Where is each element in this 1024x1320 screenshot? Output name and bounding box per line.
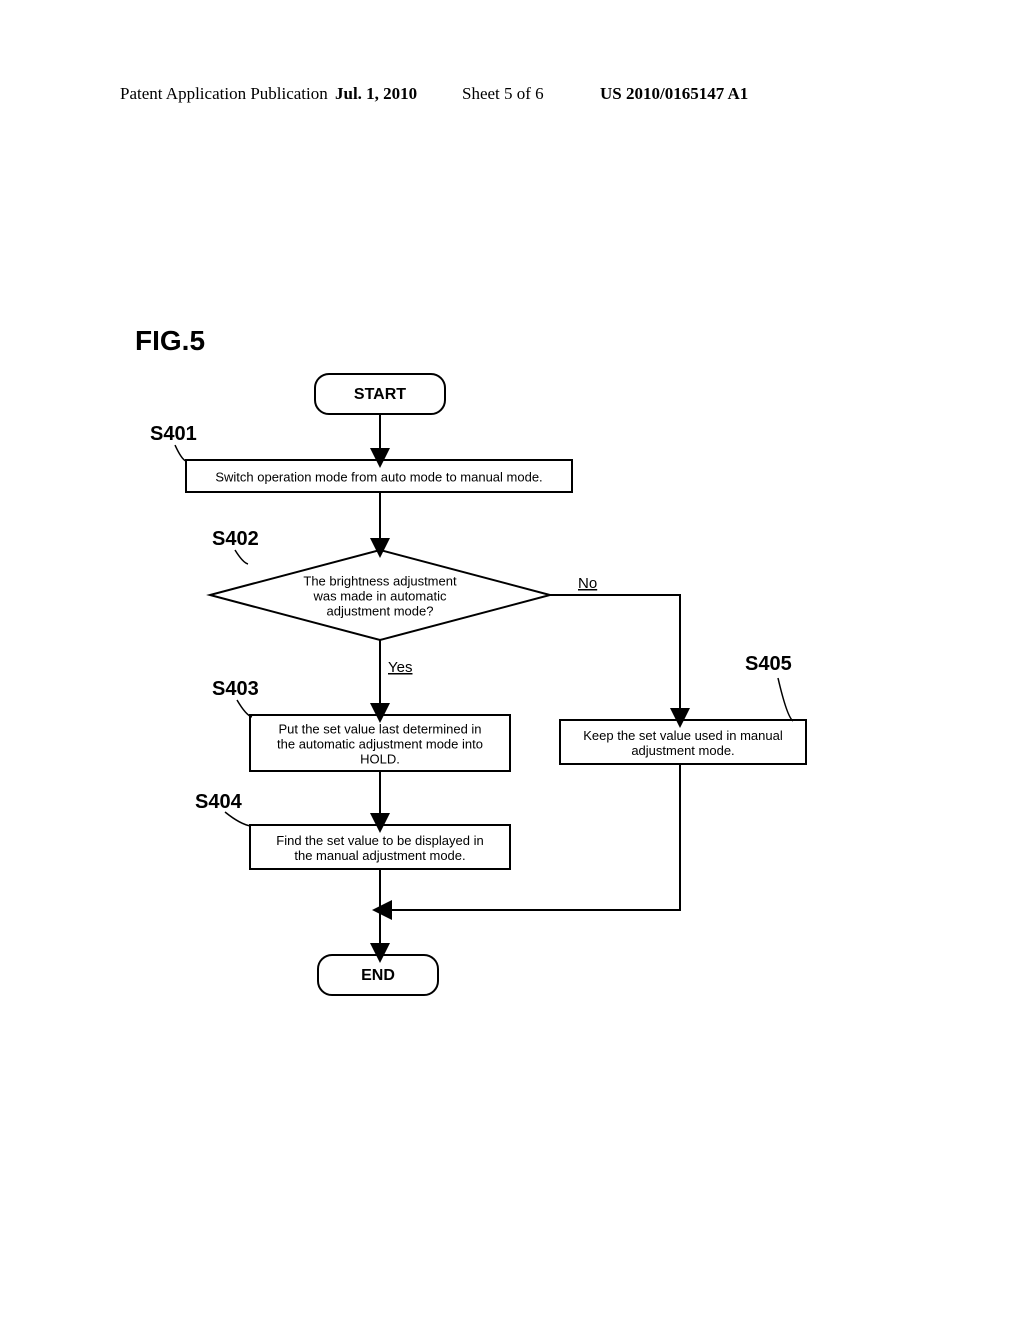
svg-text:Find the set value to be displ: Find the set value to be displayed in	[276, 833, 483, 848]
svg-text:S404: S404	[195, 791, 243, 813]
svg-text:START: START	[354, 386, 406, 403]
svg-text:HOLD.: HOLD.	[360, 752, 400, 767]
svg-text:The brightness adjustment: The brightness adjustment	[303, 574, 457, 589]
svg-text:the manual adjustment mode.: the manual adjustment mode.	[294, 848, 465, 863]
svg-text:S402: S402	[212, 528, 259, 550]
svg-text:was made in automatic: was made in automatic	[313, 589, 447, 604]
svg-text:adjustment mode.: adjustment mode.	[631, 743, 734, 758]
svg-text:FIG.5: FIG.5	[135, 325, 205, 356]
svg-text:No: No	[578, 575, 597, 592]
svg-text:Put the set value last determi: Put the set value last determined in	[278, 722, 481, 737]
svg-text:the automatic adjustment mode: the automatic adjustment mode into	[277, 737, 483, 752]
svg-text:END: END	[361, 967, 395, 984]
flowchart-svg: FIG.5 START Switch operation mode from aut…	[0, 0, 1024, 1320]
svg-text:adjustment mode?: adjustment mode?	[327, 604, 434, 619]
svg-text:Keep the set value used in man: Keep the set value used in manual	[583, 728, 783, 743]
svg-text:Switch operation mode from aut: Switch operation mode from auto mode to …	[215, 470, 542, 485]
svg-text:S401: S401	[150, 423, 197, 445]
page: Patent Application Publication Jul. 1, 2…	[0, 0, 1024, 1320]
svg-text:Yes: Yes	[388, 659, 412, 676]
svg-text:S403: S403	[212, 678, 259, 700]
svg-text:S405: S405	[745, 653, 792, 675]
